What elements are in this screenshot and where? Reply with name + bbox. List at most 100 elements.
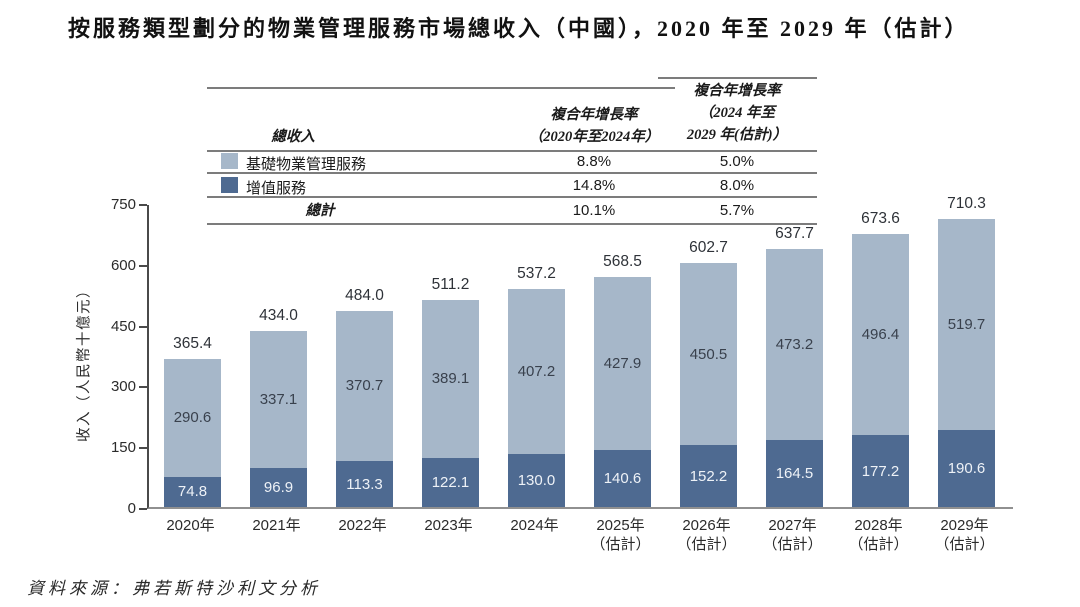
basic-service-value: 496.4 xyxy=(861,326,900,344)
x-axis-label: 2024年 xyxy=(490,516,580,535)
value-added-value: 152.2 xyxy=(689,467,728,485)
bar-2027年: 473.2 164.5 xyxy=(766,248,823,507)
x-axis-label: 2026年 （估計） xyxy=(662,516,752,554)
bar-2021年: 337.1 96.9 xyxy=(250,331,307,507)
y-axis-tick xyxy=(139,204,147,206)
y-axis-tick xyxy=(139,264,147,267)
x-axis-label: 2028年 （估計） xyxy=(834,516,924,554)
cagr2-header-line2: （2024 年至 xyxy=(698,105,776,121)
basic-service-value: 389.1 xyxy=(431,370,470,388)
y-axis-tick xyxy=(139,508,147,510)
legend-label-basic-service: 基礎物業管理服務 xyxy=(246,156,367,173)
total-value-label: 673.6 xyxy=(861,209,900,227)
basic-service-value: 337.1 xyxy=(259,390,298,408)
x-axis-label: 2029年 （估計） xyxy=(920,516,1010,554)
bar-segment-value-added: 164.5 xyxy=(766,440,823,507)
basic-service-value: 519.7 xyxy=(947,315,986,333)
bar-2023年: 389.1 122.1 xyxy=(422,299,479,507)
total-value-label: 568.5 xyxy=(603,252,642,270)
total-value-label: 365.4 xyxy=(173,334,212,352)
x-axis-year: 2022年 xyxy=(338,517,387,534)
x-axis-year: 2021年 xyxy=(252,517,301,534)
bar-segment-value-added: 140.6 xyxy=(594,450,651,507)
table-rule-header-bottom xyxy=(207,150,817,152)
table-rule-bottom xyxy=(207,223,817,225)
value-added-value: 113.3 xyxy=(346,475,383,493)
y-axis-tick xyxy=(139,386,147,389)
bar-2024年: 407.2 130.0 xyxy=(508,289,565,507)
y-axis-tick-label: 450 xyxy=(110,317,136,335)
value-added-value: 164.5 xyxy=(775,465,814,483)
total-value-label: 434.0 xyxy=(259,307,298,325)
cagr1-header-line1: 複合年增長率 xyxy=(550,107,638,123)
y-axis-tick-label: 0 xyxy=(127,500,136,517)
bar-segment-basic-service: 496.4 xyxy=(852,233,909,436)
cagr1-total: 10.1% xyxy=(572,202,616,219)
total-value-label: 602.7 xyxy=(689,238,728,256)
bar-2026年: 450.5 152.2 xyxy=(680,262,737,507)
table-rule-row2-bottom xyxy=(207,196,817,198)
bar-segment-value-added: 190.6 xyxy=(938,429,995,507)
x-axis-year: 2028年 xyxy=(854,517,903,534)
total-value-label: 637.7 xyxy=(775,224,814,242)
bar-segment-basic-service: 473.2 xyxy=(766,248,823,441)
chart-title: 按服務類型劃分的物業管理服務市場總收入（中國），2020 年至 2029 年（估… xyxy=(68,16,970,41)
x-axis-label: 2025年 （估計） xyxy=(576,516,666,554)
table-rule-row1-bottom xyxy=(207,172,817,174)
cagr2-basic-service: 5.0% xyxy=(719,153,755,170)
y-axis-tick-label: 300 xyxy=(110,378,136,396)
table-total-label: 總計 xyxy=(305,203,335,219)
y-axis-title: 收入（人民幣十億元） xyxy=(76,282,93,442)
x-axis-label: 2021年 xyxy=(232,516,322,535)
legend-swatch-basic-service xyxy=(221,153,238,169)
x-axis-label: 2023年 xyxy=(404,516,494,535)
value-added-value: 177.2 xyxy=(861,462,900,480)
bar-segment-basic-service: 450.5 xyxy=(680,262,737,446)
total-value-label: 484.0 xyxy=(345,286,384,304)
bar-segment-value-added: 122.1 xyxy=(422,457,479,507)
bar-segment-basic-service: 337.1 xyxy=(250,331,307,468)
table-header-cagr-2024-2029: 複合年增長率 （2024 年至 2029 年(估計)） xyxy=(647,80,827,146)
cagr1-value-added: 14.8% xyxy=(572,177,616,194)
total-value-label: 710.3 xyxy=(947,195,986,213)
y-axis-tick xyxy=(139,325,147,328)
bar-segment-basic-service: 370.7 xyxy=(336,310,393,462)
table-rule-top-right xyxy=(658,77,817,79)
bar-segment-basic-service: 519.7 xyxy=(938,219,995,430)
bar-segment-value-added: 177.2 xyxy=(852,435,909,507)
value-added-value: 130.0 xyxy=(517,472,556,490)
value-added-value: 140.6 xyxy=(603,470,642,487)
x-axis-estimate-note: （估計） xyxy=(848,536,909,553)
basic-service-value: 450.5 xyxy=(689,345,728,363)
bar-segment-basic-service: 290.6 xyxy=(164,358,221,477)
cagr2-header-line3: 2029 年(估計)） xyxy=(686,127,788,143)
value-added-value: 122.1 xyxy=(431,473,470,491)
value-added-value: 190.6 xyxy=(947,459,986,477)
y-axis-tick xyxy=(139,447,147,450)
x-axis-year: 2024年 xyxy=(510,517,559,534)
total-value-label: 511.2 xyxy=(431,275,470,293)
x-axis-estimate-note: （估計） xyxy=(762,536,823,553)
cagr2-header-line1: 複合年增長率 xyxy=(693,83,781,99)
bar-2022年: 370.7 113.3 xyxy=(336,310,393,507)
legend-swatch-value-added xyxy=(221,177,238,193)
bar-segment-value-added: 113.3 xyxy=(336,461,393,507)
bar-segment-basic-service: 427.9 xyxy=(594,276,651,451)
x-axis-year: 2027年 xyxy=(768,517,817,534)
table-header-cagr-2020-2024: 複合年增長率 （2020年至2024年） xyxy=(504,104,684,148)
source-note: 資料來源：弗若斯特沙利文分析 xyxy=(27,579,321,598)
cagr2-total: 5.7% xyxy=(719,202,755,219)
x-axis-year: 2023年 xyxy=(424,517,473,534)
cagr1-basic-service: 8.8% xyxy=(576,153,612,170)
x-axis-label: 2020年 xyxy=(146,516,236,535)
x-axis-estimate-note: （估計） xyxy=(676,536,737,553)
basic-service-value: 407.2 xyxy=(517,363,556,381)
legend-label-value-added: 增值服務 xyxy=(246,180,307,197)
bar-segment-value-added: 74.8 xyxy=(164,476,221,507)
basic-service-value: 370.7 xyxy=(345,377,384,395)
cagr1-header-line2: （2020年至2024年） xyxy=(528,129,660,145)
bar-segment-value-added: 152.2 xyxy=(680,445,737,507)
x-axis-label: 2022年 xyxy=(318,516,408,535)
table-header-total-revenue: 總收入 xyxy=(271,129,315,145)
